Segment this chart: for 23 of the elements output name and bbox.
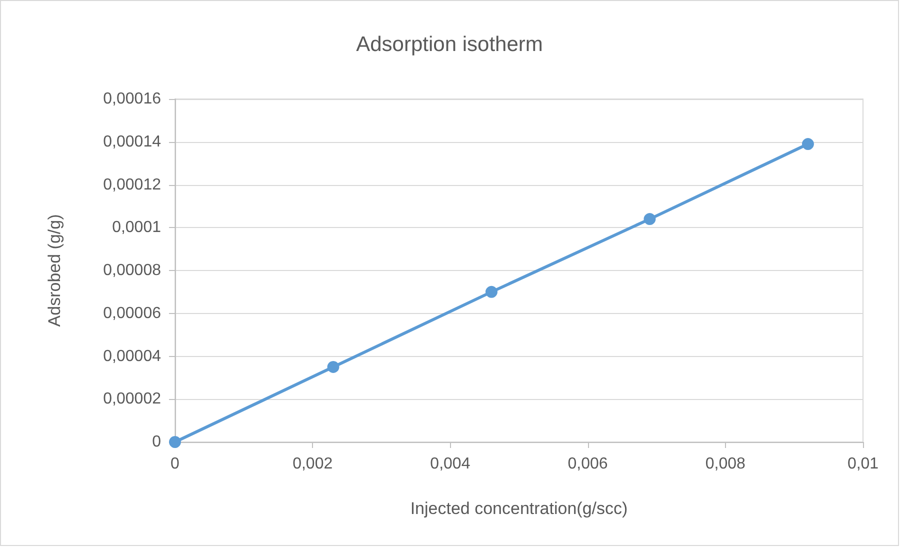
x-tick-label: 0 bbox=[170, 456, 180, 472]
point bbox=[169, 436, 181, 448]
point bbox=[327, 360, 340, 373]
y-tick-label: 0 bbox=[152, 434, 162, 450]
y-tick-label: 0,00002 bbox=[103, 390, 162, 408]
x-tick-label: 0,004 bbox=[430, 456, 470, 472]
x-tick-label: 0,008 bbox=[705, 456, 746, 472]
point bbox=[802, 138, 814, 150]
y-axis-title: Adsrobed (g/g) bbox=[45, 214, 64, 327]
y-tick-label: 0,00014 bbox=[103, 133, 162, 150]
x-tick-label: 0,01 bbox=[847, 456, 879, 472]
x-tick-label: 0,002 bbox=[292, 456, 333, 472]
chart-title: Adsorption isotherm bbox=[356, 33, 543, 56]
y-tick-label: 0,00006 bbox=[103, 304, 162, 322]
y-tick-label: 0,00016 bbox=[103, 90, 162, 108]
point bbox=[485, 286, 498, 298]
y-tick-label: 0,0001 bbox=[112, 219, 162, 236]
point bbox=[644, 213, 656, 226]
y-tick-label: 0,00008 bbox=[103, 262, 162, 279]
y-tick-label: 0,00012 bbox=[103, 176, 162, 194]
x-axis-title: Injected concentration(g/scc) bbox=[410, 499, 628, 518]
x-tick-label: 0,006 bbox=[568, 456, 608, 472]
y-tick-label: 0,00004 bbox=[103, 348, 162, 365]
